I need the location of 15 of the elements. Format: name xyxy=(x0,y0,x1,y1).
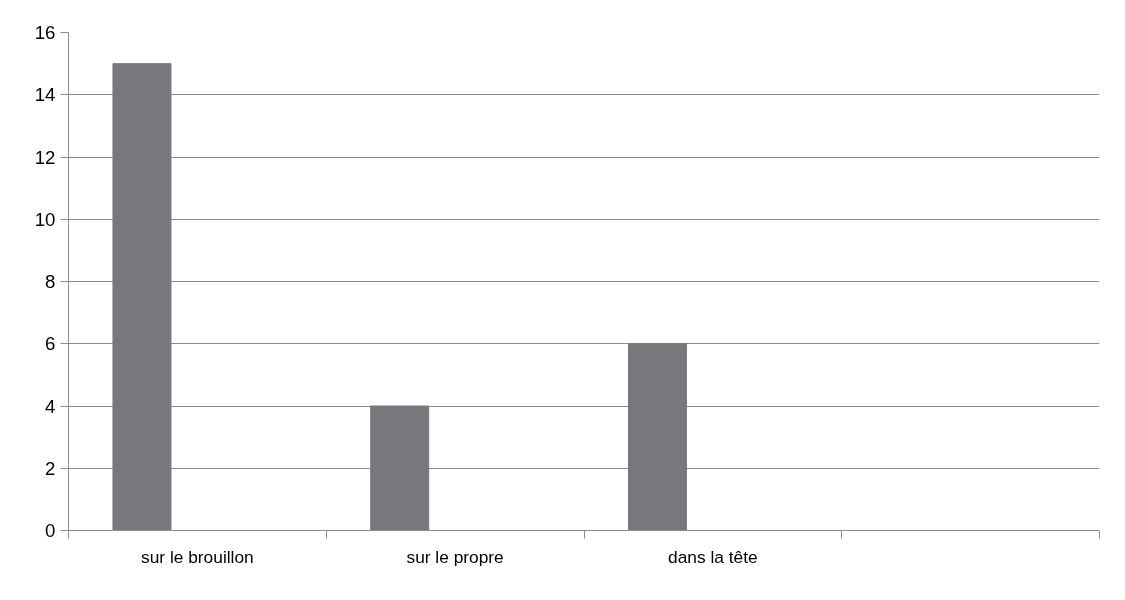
x-tick-label: dans la tête xyxy=(668,546,758,567)
y-tick-label: 0 xyxy=(45,520,56,541)
bar xyxy=(112,63,172,531)
bar xyxy=(627,343,687,531)
y-tick-label: 2 xyxy=(45,457,56,479)
y-tick-label: 4 xyxy=(45,395,56,417)
y-tick-label: 10 xyxy=(34,208,56,230)
y-tick-label: 8 xyxy=(45,271,56,292)
y-tick-label: 6 xyxy=(45,333,56,355)
y-tick-label: 12 xyxy=(34,146,56,168)
x-tick-label: sur le brouillon xyxy=(141,546,254,567)
x-tick-label: sur le propre xyxy=(406,546,504,567)
y-tick-label: 14 xyxy=(34,84,56,106)
y-tick-label: 16 xyxy=(34,22,56,43)
bar xyxy=(370,405,430,531)
